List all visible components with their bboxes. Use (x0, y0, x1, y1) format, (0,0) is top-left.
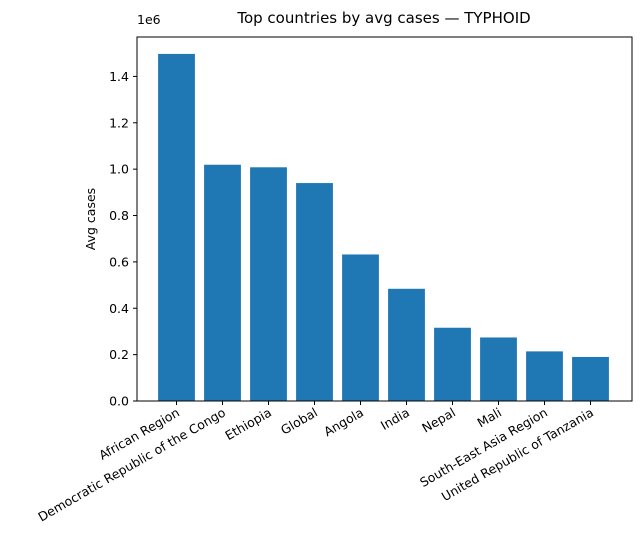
bar-india (388, 288, 425, 401)
bar-angola (342, 254, 379, 401)
y-tick-label: 1.2 (109, 115, 129, 130)
plot-frame (136, 36, 633, 402)
bar-ethiopia (250, 167, 287, 401)
x-tick-label: India (378, 405, 412, 433)
bar-global (296, 183, 333, 401)
bar-mali (480, 337, 517, 401)
bar-democratic-republic-of-the-congo (204, 164, 241, 401)
bar-african-region (158, 53, 195, 402)
y-tick-label: 0.0 (109, 394, 129, 409)
x-tick-label: Global (278, 405, 320, 438)
y-tick-label: 0.4 (109, 301, 129, 316)
x-tick-label: Angola (321, 405, 366, 440)
chart-title: Top countries by avg cases — TYPHOID (236, 9, 530, 27)
y-axis-label: Avg cases (83, 188, 98, 250)
y-axis-ticks: 0.0 0.2 0.4 0.6 0.8 1.0 1.2 1.4 (109, 69, 137, 409)
y-tick-label: 1.4 (109, 69, 129, 84)
y-axis-offset-label: 1e6 (137, 12, 161, 27)
x-tick-label: Mali (475, 405, 504, 431)
y-tick-label: 0.6 (109, 254, 129, 269)
bars-group (158, 53, 609, 402)
y-tick-label: 0.8 (109, 208, 129, 223)
y-tick-label: 0.2 (109, 347, 129, 362)
x-tick-label: Nepal (419, 405, 458, 436)
y-tick-label: 1.0 (109, 162, 129, 177)
bar-united-republic-of-tanzania (572, 356, 609, 401)
x-tick-label: Ethiopia (222, 405, 274, 443)
bar-nepal (434, 327, 471, 401)
x-tick-label: Democratic Republic of the Congo (35, 405, 228, 525)
bar-south-east-asia-region (526, 351, 563, 401)
